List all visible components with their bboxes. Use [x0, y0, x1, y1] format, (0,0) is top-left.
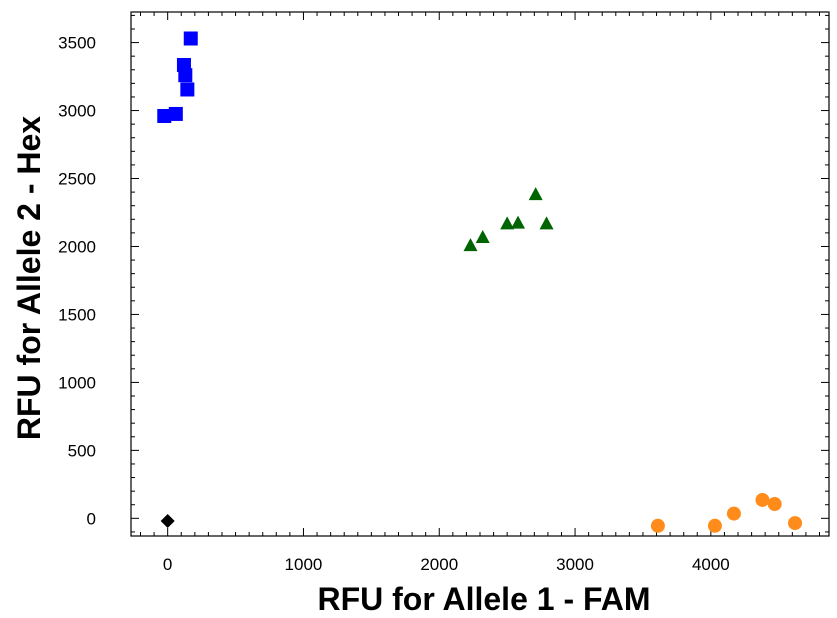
data-point-circle [755, 492, 770, 507]
series-diamond [160, 514, 175, 529]
data-point-triangle [475, 229, 490, 243]
y-axis: 0 500 1000 1500 2000 2500 3000 3500 [58, 14, 829, 533]
plot-border [130, 11, 830, 537]
y-tick-label: 2500 [58, 170, 96, 189]
series-square [157, 31, 198, 123]
series-triangle [463, 187, 554, 252]
x-tick-label: 3000 [556, 555, 594, 574]
y-tick-label: 3500 [58, 34, 96, 53]
y-tick-label: 1000 [58, 373, 96, 392]
data-point-circle [707, 518, 722, 533]
data-point-square [178, 68, 193, 83]
y-tick-label: 1500 [58, 305, 96, 324]
y-tick-label: 3000 [58, 102, 96, 121]
data-point-circle [650, 518, 665, 533]
data-point-triangle [500, 216, 515, 230]
data-points [157, 31, 803, 533]
x-tick-label: 1000 [285, 555, 323, 574]
x-tick-label: 0 [163, 555, 172, 574]
data-point-circle [726, 506, 741, 521]
data-point-square [180, 82, 195, 97]
y-tick-label: 500 [68, 441, 96, 460]
data-point-square [183, 31, 198, 46]
y-tick-label: 0 [87, 509, 96, 528]
y-axis-title: RFU for Allele 2 - Hex [11, 116, 47, 440]
plot-area [130, 11, 830, 537]
y-tick-label: 2000 [58, 237, 96, 256]
data-point-circle [788, 516, 803, 531]
data-point-circle [767, 497, 782, 512]
data-point-triangle [463, 238, 478, 252]
x-axis: 0 1000 2000 3000 4000 [140, 12, 820, 574]
x-axis-title: RFU for Allele 1 - FAM [317, 581, 650, 617]
data-point-square [157, 108, 172, 123]
data-point-triangle [511, 215, 526, 229]
data-point-diamond [160, 514, 175, 529]
data-point-square [168, 106, 183, 121]
x-tick-label: 4000 [692, 555, 730, 574]
data-point-triangle [528, 187, 543, 201]
series-circle [650, 492, 803, 533]
x-tick-label: 2000 [420, 555, 458, 574]
data-point-triangle [539, 216, 554, 230]
